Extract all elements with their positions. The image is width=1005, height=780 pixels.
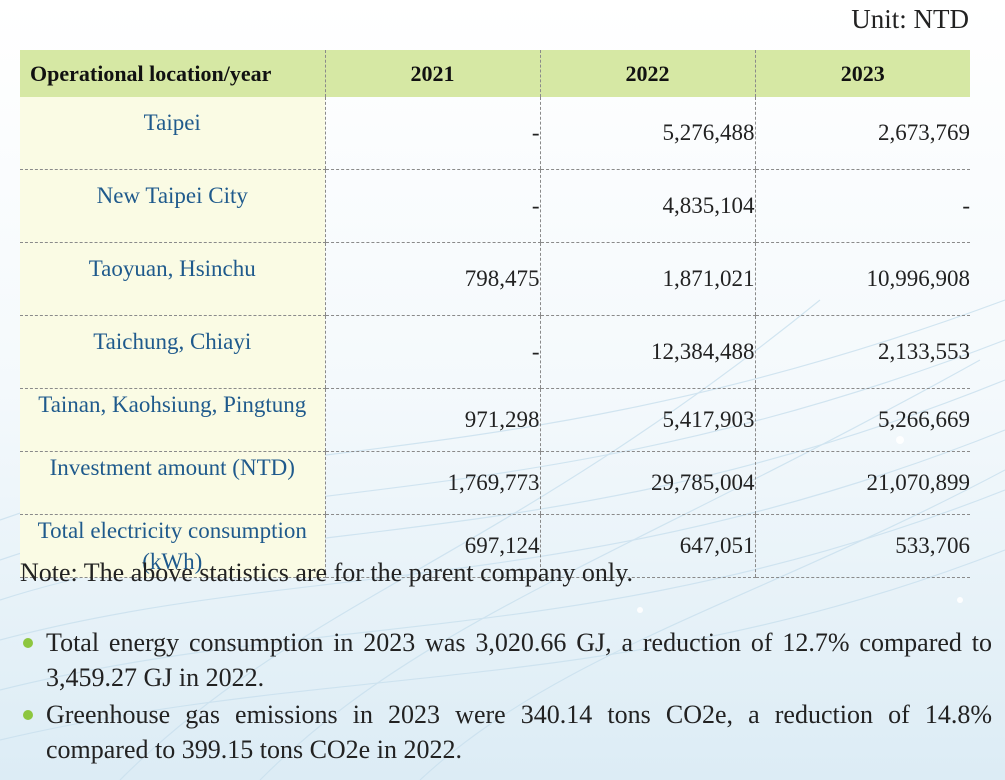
- table-row: New Taipei City - 4,835,104 -: [20, 169, 970, 243]
- investment-table: Operational location/year 2021 2022 2023…: [20, 50, 970, 578]
- header-2021: 2021: [324, 50, 540, 97]
- value-2022: 647,051: [539, 514, 755, 578]
- value-2021: 798,475: [324, 242, 540, 316]
- value-2022: 4,835,104: [539, 169, 755, 243]
- value-2022: 1,871,021: [539, 242, 755, 316]
- value-2023: 2,133,553: [754, 315, 970, 389]
- location-cell: Taichung, Chiayi: [20, 315, 325, 389]
- unit-label: Unit: NTD: [851, 4, 969, 34]
- header-2022: 2022: [539, 50, 755, 97]
- table-row: Taichung, Chiayi - 12,384,488 2,133,553: [20, 315, 970, 389]
- list-item: Greenhouse gas emissions in 2023 were 34…: [20, 697, 992, 767]
- value-2022: 5,276,488: [539, 97, 755, 170]
- table-row: Taipei - 5,276,488 2,673,769: [20, 97, 970, 170]
- value-2023: 2,673,769: [754, 97, 970, 170]
- table-header-row: Operational location/year 2021 2022 2023: [20, 50, 970, 97]
- bullet-dot-icon: [23, 638, 33, 648]
- value-2021: -: [324, 97, 540, 170]
- header-location: Operational location/year: [20, 50, 325, 97]
- table-row: Investment amount (NTD) 1,769,773 29,785…: [20, 451, 970, 515]
- value-2022: 5,417,903: [539, 388, 755, 452]
- header-2023: 2023: [754, 50, 970, 97]
- location-cell: Total electricity consumption (kWh): [20, 514, 325, 578]
- bullet-text: Total energy consumption in 2023 was 3,0…: [46, 628, 992, 692]
- value-2023: 5,266,669: [754, 388, 970, 452]
- value-2021: 697,124: [324, 514, 540, 578]
- value-2023: -: [754, 169, 970, 243]
- table-row: Total electricity consumption (kWh) 697,…: [20, 514, 970, 578]
- value-2021: -: [324, 315, 540, 389]
- bullet-list: Total energy consumption in 2023 was 3,0…: [20, 625, 992, 769]
- value-2021: 1,769,773: [324, 451, 540, 515]
- value-2023: 10,996,908: [754, 242, 970, 316]
- value-2023: 21,070,899: [754, 451, 970, 515]
- location-cell: Tainan, Kaohsiung, Pingtung: [20, 388, 325, 452]
- bullet-text: Greenhouse gas emissions in 2023 were 34…: [46, 700, 992, 764]
- value-2021: -: [324, 169, 540, 243]
- value-2022: 12,384,488: [539, 315, 755, 389]
- value-2022: 29,785,004: [539, 451, 755, 515]
- location-cell: Taipei: [20, 97, 325, 170]
- location-cell: Taoyuan, Hsinchu: [20, 242, 325, 316]
- table-row: Tainan, Kaohsiung, Pingtung 971,298 5,41…: [20, 388, 970, 452]
- location-cell: Investment amount (NTD): [20, 451, 325, 515]
- value-2023: 533,706: [754, 514, 970, 578]
- location-cell: New Taipei City: [20, 169, 325, 243]
- table-note: Note: The above statistics are for the p…: [20, 558, 633, 587]
- bullet-dot-icon: [23, 710, 33, 720]
- value-2021: 971,298: [324, 388, 540, 452]
- table-row: Taoyuan, Hsinchu 798,475 1,871,021 10,99…: [20, 242, 970, 316]
- list-item: Total energy consumption in 2023 was 3,0…: [20, 625, 992, 695]
